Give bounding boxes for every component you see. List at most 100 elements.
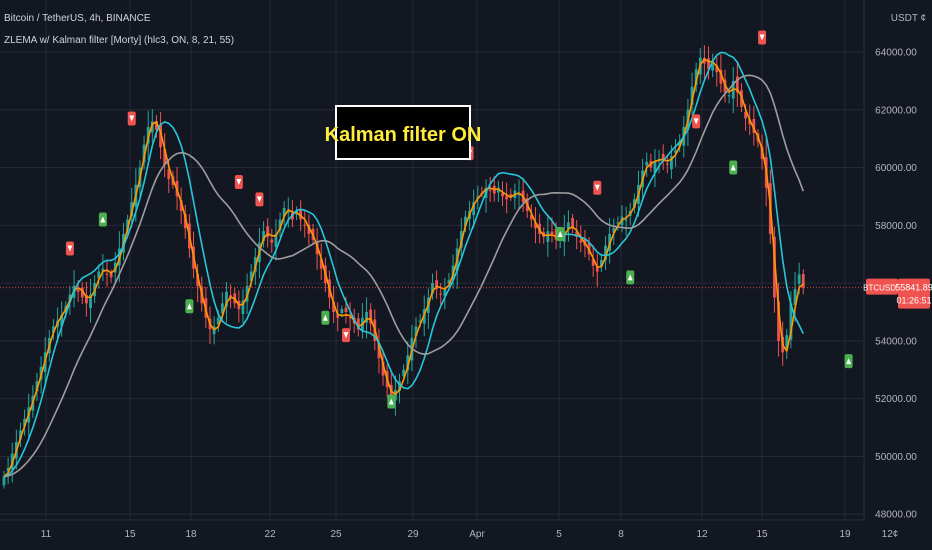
- candle-body: [789, 303, 793, 340]
- y-tick-label: 52000.00: [875, 394, 917, 405]
- down-arrow-icon: [236, 179, 242, 185]
- candle-body: [101, 268, 105, 272]
- candle-body: [80, 287, 84, 298]
- candle-body: [249, 271, 253, 281]
- candle-body: [472, 202, 476, 216]
- up-arrow-icon: [627, 274, 633, 281]
- buy-signal-marker: [387, 394, 396, 409]
- y-tick-label: 60000.00: [875, 163, 917, 174]
- x-tick-label: 8: [618, 529, 624, 540]
- candle-body: [801, 274, 805, 288]
- up-arrow-icon: [322, 314, 328, 321]
- candle-body: [690, 86, 694, 106]
- up-arrow-icon: [388, 398, 394, 405]
- x-tick-label: 15: [756, 529, 768, 540]
- candle-body: [142, 144, 146, 163]
- candle-body: [109, 273, 113, 278]
- candle-body: [406, 355, 410, 371]
- candle-body: [262, 231, 265, 242]
- candle-body: [748, 119, 752, 125]
- buy-signal-marker: [185, 299, 194, 314]
- candle-body: [307, 224, 311, 234]
- candle-body: [340, 309, 344, 313]
- candle-body: [546, 231, 550, 242]
- x-tick-label: 11: [41, 529, 52, 540]
- candle-body: [612, 228, 616, 233]
- candle-body: [97, 271, 101, 278]
- candle-body: [550, 231, 554, 234]
- candle-body: [793, 288, 797, 305]
- candle-body: [505, 196, 509, 200]
- candle-body: [274, 234, 278, 247]
- candle-body: [719, 69, 723, 84]
- y-tick-label: 64000.00: [875, 48, 917, 59]
- candle-body: [225, 291, 228, 307]
- candle-body: [369, 309, 373, 324]
- buy-signal-marker: [321, 310, 330, 325]
- candle-body: [600, 260, 603, 267]
- candle-body: [377, 344, 381, 359]
- buy-signal-marker: [729, 160, 738, 175]
- buy-signal-marker: [844, 354, 853, 369]
- down-arrow-icon: [256, 196, 262, 203]
- candle-body: [179, 200, 183, 211]
- sell-signal-marker: [65, 241, 74, 256]
- medium-ma-line: [3, 51, 805, 478]
- candle-body: [665, 163, 669, 165]
- candle-body: [645, 161, 649, 166]
- down-arrow-icon: [129, 115, 135, 122]
- sell-signal-marker: [127, 111, 136, 126]
- symbol-tag-text: BTCUSDT: [863, 284, 901, 293]
- candle-body: [554, 228, 558, 240]
- candle-body: [220, 303, 224, 314]
- candle-body: [488, 190, 492, 192]
- price-tag-bg: [898, 278, 930, 309]
- candle-body: [497, 187, 500, 193]
- price-tag-value: 55841.89: [895, 283, 932, 293]
- y-tick-label: 54000.00: [875, 336, 917, 347]
- x-tick-label: 15: [124, 529, 136, 540]
- candle-body: [727, 95, 731, 97]
- x-tick-label: 19: [839, 529, 851, 540]
- annotation-box: Kalman filter ON: [325, 105, 482, 160]
- candle-body: [624, 219, 628, 221]
- down-arrow-icon: [343, 332, 349, 339]
- candle-body: [278, 219, 282, 231]
- currency-sign: ¢: [920, 13, 926, 24]
- candle-body: [509, 194, 513, 197]
- candle-body: [344, 307, 348, 312]
- slow-ma-line: [3, 74, 805, 478]
- candle-body: [85, 294, 88, 304]
- candle-body: [286, 210, 290, 213]
- candle-body: [348, 317, 352, 319]
- symbol-tag-bg: [866, 278, 898, 295]
- candle-body: [797, 274, 801, 284]
- down-arrow-icon: [693, 118, 699, 125]
- candle-body: [661, 153, 665, 162]
- candle-body: [707, 58, 710, 70]
- candle-body: [356, 318, 360, 330]
- candle-body: [89, 294, 92, 309]
- down-arrow-icon: [594, 184, 600, 191]
- candle-body: [785, 335, 789, 350]
- x-tick-label: 12¢: [882, 529, 899, 540]
- symbol-title: Bitcoin / TetherUS, 4h, BINANCE: [4, 13, 151, 24]
- candle-body: [575, 231, 579, 237]
- candle-body: [68, 294, 72, 302]
- x-tick-label: 5: [556, 529, 562, 540]
- candle-body: [282, 208, 286, 217]
- candle-body: [744, 111, 747, 119]
- candle-body: [398, 381, 401, 391]
- annotation-text: Kalman filter ON: [325, 124, 482, 146]
- candle-body: [163, 149, 167, 165]
- y-tick-label: 48000.00: [875, 510, 917, 521]
- candle-body: [35, 381, 39, 392]
- candle-body: [196, 273, 200, 286]
- candle-body: [694, 69, 698, 86]
- up-arrow-icon: [100, 216, 106, 223]
- annotation-frame: [335, 105, 471, 160]
- candle-body: [464, 216, 467, 227]
